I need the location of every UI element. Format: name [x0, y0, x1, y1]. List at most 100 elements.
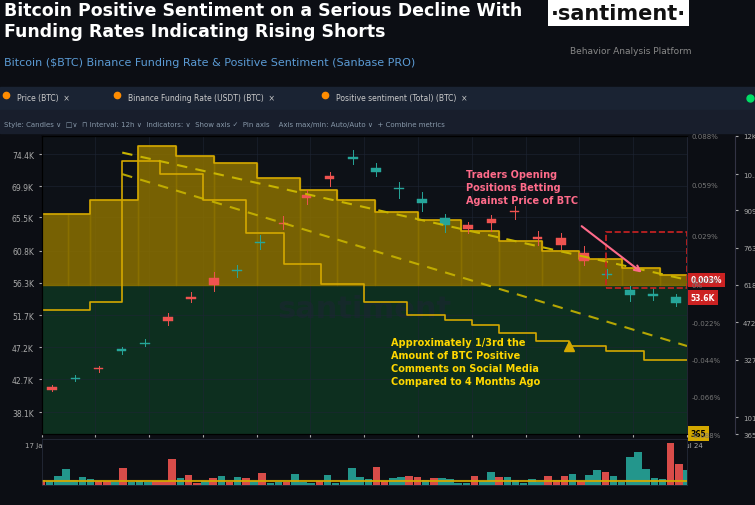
- Bar: [348, 468, 356, 485]
- Bar: [675, 464, 683, 485]
- Bar: [626, 457, 633, 485]
- Bar: [46, 481, 54, 485]
- Bar: [95, 481, 103, 485]
- Bar: [371, 169, 381, 173]
- Bar: [42, 285, 687, 434]
- Bar: [163, 317, 173, 322]
- Bar: [464, 225, 473, 230]
- Bar: [117, 349, 126, 351]
- Bar: [153, 481, 160, 485]
- Bar: [54, 476, 62, 485]
- Text: Binance Funding Rate (USDT) (BTC)  ×: Binance Funding Rate (USDT) (BTC) ×: [128, 94, 276, 103]
- Bar: [389, 478, 396, 485]
- Bar: [618, 482, 625, 485]
- Bar: [479, 481, 486, 485]
- Bar: [544, 476, 552, 485]
- Text: Positive sentiment (Total) (BTC)  ×: Positive sentiment (Total) (BTC) ×: [336, 94, 467, 103]
- Bar: [267, 483, 274, 485]
- Bar: [593, 470, 601, 485]
- Bar: [463, 483, 470, 485]
- Text: Traders Opening
Positions Betting
Against Price of BTC: Traders Opening Positions Betting Agains…: [467, 169, 578, 206]
- Bar: [528, 479, 535, 485]
- Bar: [487, 472, 495, 485]
- Bar: [94, 368, 103, 369]
- Bar: [209, 478, 217, 485]
- Bar: [128, 482, 135, 485]
- Text: santiment: santiment: [277, 295, 451, 324]
- Bar: [422, 480, 430, 485]
- Bar: [397, 477, 405, 485]
- Bar: [561, 476, 569, 485]
- Bar: [510, 211, 519, 212]
- Bar: [553, 480, 560, 485]
- Bar: [533, 237, 542, 239]
- Bar: [279, 223, 288, 225]
- Text: 0.003%: 0.003%: [691, 276, 723, 285]
- Bar: [667, 443, 674, 485]
- Bar: [394, 188, 404, 189]
- Bar: [577, 481, 584, 485]
- Bar: [307, 483, 315, 485]
- Bar: [79, 477, 86, 485]
- Bar: [536, 482, 544, 485]
- Bar: [373, 467, 381, 485]
- Bar: [299, 482, 307, 485]
- Bar: [168, 459, 176, 485]
- Text: 53.6K: 53.6K: [691, 293, 715, 302]
- Bar: [512, 480, 519, 485]
- Bar: [602, 473, 609, 485]
- Bar: [585, 476, 593, 485]
- Bar: [70, 378, 80, 379]
- Text: Bitcoin Positive Sentiment on a Serious Decline With
Funding Rates Indicating Ri: Bitcoin Positive Sentiment on a Serious …: [4, 2, 522, 41]
- Bar: [634, 451, 642, 485]
- Bar: [283, 482, 291, 485]
- Bar: [160, 481, 168, 485]
- Bar: [103, 481, 111, 485]
- Bar: [186, 297, 196, 300]
- Text: Behavior Analysis Platform: Behavior Analysis Platform: [570, 47, 692, 56]
- Bar: [348, 158, 358, 159]
- Bar: [136, 481, 143, 485]
- Bar: [569, 474, 576, 485]
- Bar: [430, 478, 437, 485]
- Bar: [38, 480, 45, 485]
- Bar: [365, 479, 372, 485]
- Bar: [258, 473, 266, 485]
- Bar: [651, 478, 658, 485]
- Text: Price (BTC)  ×: Price (BTC) ×: [17, 94, 70, 103]
- Bar: [556, 238, 565, 245]
- Bar: [233, 271, 242, 272]
- Bar: [495, 478, 503, 485]
- Bar: [455, 483, 462, 485]
- Bar: [48, 387, 57, 390]
- Bar: [177, 478, 184, 485]
- Bar: [405, 476, 413, 485]
- Bar: [111, 482, 119, 485]
- Bar: [0, 88, 755, 111]
- Text: ·santiment·: ·santiment·: [551, 4, 686, 24]
- Bar: [414, 477, 421, 485]
- Bar: [119, 468, 127, 485]
- Bar: [471, 476, 479, 485]
- Bar: [602, 274, 612, 275]
- Bar: [209, 279, 219, 285]
- Bar: [440, 218, 450, 226]
- Bar: [356, 477, 364, 485]
- Bar: [234, 477, 242, 485]
- Text: 365: 365: [691, 429, 707, 438]
- Bar: [185, 475, 193, 485]
- Bar: [144, 482, 152, 485]
- Text: Style: Candles ∨  □∨  ⊓ Interval: 12h ∨  Indicators: ∨  Show axis ✓  Pin axis   : Style: Candles ∨ □∨ ⊓ Interval: 12h ∨ In…: [4, 122, 445, 128]
- Bar: [606, 232, 687, 289]
- Bar: [504, 477, 511, 485]
- Bar: [217, 476, 225, 485]
- Bar: [87, 479, 94, 485]
- Bar: [649, 294, 658, 296]
- Bar: [291, 474, 298, 485]
- Bar: [659, 479, 667, 485]
- Bar: [381, 482, 389, 485]
- Bar: [340, 481, 347, 485]
- Bar: [242, 478, 250, 485]
- Bar: [255, 242, 265, 243]
- Bar: [140, 343, 149, 344]
